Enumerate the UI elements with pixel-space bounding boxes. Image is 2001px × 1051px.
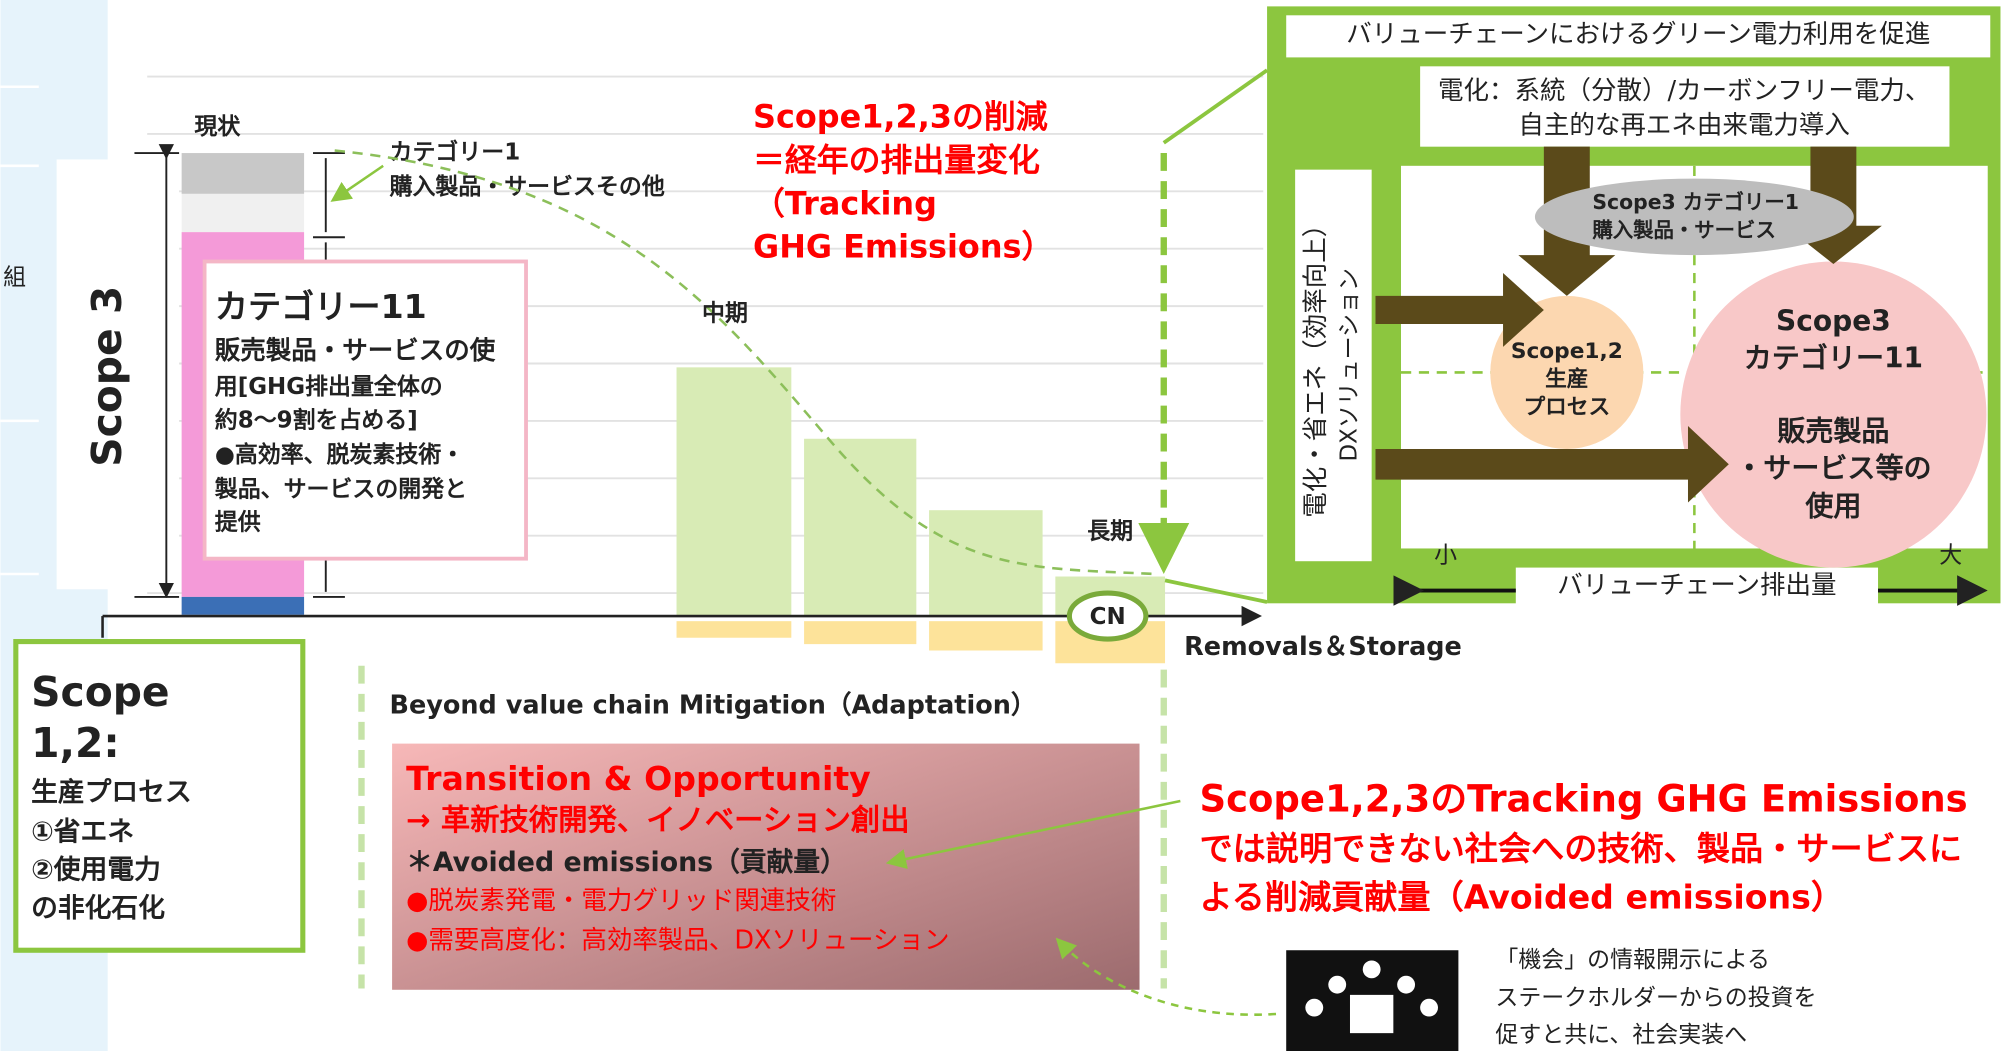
panel-cat11: Scope3	[1776, 305, 1891, 338]
transition-line: → 革新技術開発、イノベーション創出	[406, 803, 909, 837]
transition-line: ＊Avoided emissions（貢献量）	[406, 847, 847, 878]
scope12-line: ②使用電力	[31, 855, 161, 886]
scope12-line: の非化石化	[31, 893, 165, 924]
transition-title: Transition & Opportunity	[406, 759, 871, 798]
scope12-line: 生産プロセス	[31, 776, 192, 808]
connector	[885, 799, 1181, 870]
panel-electrification: 電化：系統（分散）/カーボンフリー電力、	[1438, 76, 1930, 106]
panel-scope12: Scope1,2	[1511, 339, 1623, 364]
connector	[1164, 578, 1268, 604]
disclosure: 「機会」の情報開示による	[1495, 947, 1770, 973]
value-chain-panel	[1267, 6, 2001, 606]
heading: （Tracking	[753, 184, 937, 222]
category11-line: 製品、サービスの開発と	[214, 475, 467, 502]
scope12-line: ①省エネ	[31, 816, 134, 847]
connector	[330, 164, 384, 202]
avoided-note: よる削減貢献量（Avoided emissions）	[1199, 878, 1844, 917]
heading: ＝経年の排出量変化	[753, 141, 1040, 179]
scope3-panel	[56, 159, 180, 590]
cn-badge	[1066, 590, 1149, 642]
panel-axis: バリューチェーン排出量	[1557, 571, 1836, 601]
scope12-title: 1,2:	[31, 719, 120, 767]
panel-scope12: プロセス	[1523, 395, 1610, 420]
panel-scope12: 生産	[1545, 366, 1588, 392]
panel-cat11: ・サービス等の	[1735, 451, 1931, 484]
heading: GHG Emissions）	[753, 228, 1053, 266]
panel-side: 電化・省エネ（効率向上）	[1301, 212, 1331, 518]
category1-label: 購入製品・サービスその他	[390, 173, 665, 200]
panel-small: 小	[1434, 543, 1457, 569]
panel-cat1: 購入製品・サービス	[1592, 218, 1776, 242]
panel-large: 大	[1939, 543, 1962, 569]
category11-line: 販売製品・サービスの使	[215, 336, 496, 366]
category11-box	[202, 259, 528, 561]
panel-cat11: 使用	[1804, 490, 1861, 523]
panel-title: バリューチェーンにおけるグリーン電力利用を促進	[1346, 20, 1930, 50]
panel-cat1: Scope3 カテゴリー1	[1592, 190, 1799, 214]
mid-label: 中期	[702, 300, 748, 326]
disclosure: ステークホルダーからの投資を	[1495, 985, 1816, 1011]
transition-line: ●需要高度化：高効率製品、DXソリューション	[406, 925, 949, 955]
heading: Scope1,2,3の削減	[753, 98, 1048, 136]
category11-line: 約8～9割を占める]	[215, 406, 418, 433]
meeting-icon	[1286, 950, 1459, 1051]
transition-box	[392, 743, 1140, 990]
transition-line: ●脱炭素発電・電力グリッド関連技術	[406, 886, 836, 916]
panel-electrification: 自主的な再エネ由来電力導入	[1518, 110, 1850, 140]
sidebar-label: 組	[3, 265, 26, 291]
beyond-label: Beyond value chain Mitigation（Adaptation…	[390, 691, 1037, 721]
category11-line: ●高効率、脱炭素技術・	[215, 441, 464, 468]
scope12-title: Scope	[31, 668, 169, 716]
category11-title: カテゴリー11	[215, 287, 427, 326]
avoided-note: では説明できない社会への技術、製品・サービスに	[1199, 829, 1962, 868]
removals-label: Removals＆Storage	[1184, 632, 1462, 662]
panel-cat11: カテゴリー11	[1744, 342, 1923, 375]
connector	[1162, 68, 1269, 145]
current-label: 現状	[194, 114, 241, 140]
connector	[1055, 937, 1277, 1016]
scope12-box	[13, 639, 306, 953]
panel-cat11: 販売製品	[1777, 414, 1889, 447]
avoided-note: Scope1,2,3のTracking GHG Emissions	[1199, 778, 1967, 821]
disclosure: 促すと共に、社会実装へ	[1495, 1022, 1747, 1048]
long-label: 長期	[1087, 518, 1133, 544]
trajectory-curve	[334, 149, 1155, 576]
cn-label: CN	[1090, 604, 1126, 630]
category11-line: 提供	[215, 508, 261, 535]
panel-side: DXソリューション	[1336, 268, 1362, 461]
scope3-label: Scope 3	[83, 286, 131, 467]
category11-line: 用[GHG排出量全体の	[215, 373, 443, 400]
